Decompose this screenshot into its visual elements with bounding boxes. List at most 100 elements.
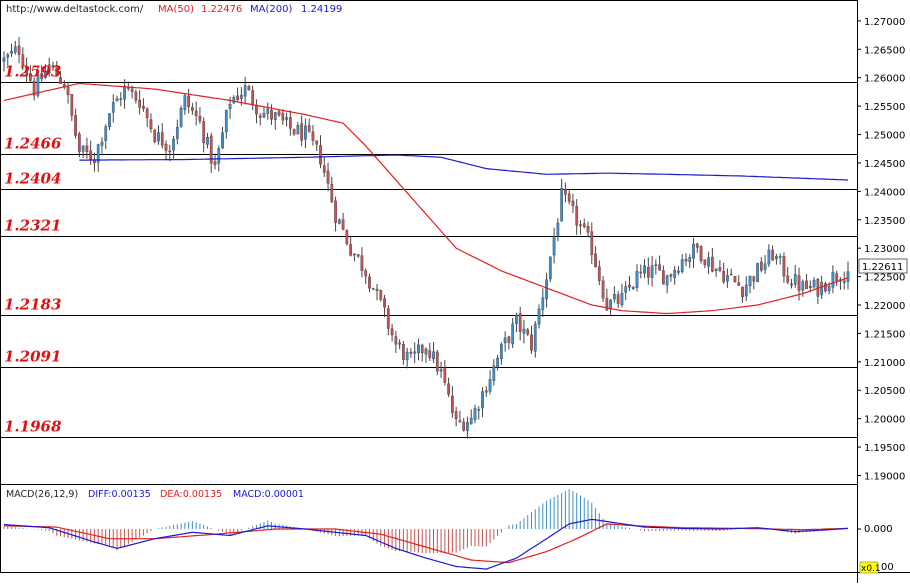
bull-candle <box>96 144 100 163</box>
bear-candle <box>345 230 349 244</box>
bear-candle <box>601 280 605 299</box>
bull-candle <box>673 269 677 278</box>
bear-candle <box>153 129 157 143</box>
bull-candle <box>47 64 51 73</box>
bear-candle <box>718 267 722 271</box>
bear-candle <box>236 95 239 100</box>
price-tick-label: 1.21500 <box>864 329 905 340</box>
price-tick-label: 1.20500 <box>864 386 905 397</box>
bull-candle <box>537 308 541 325</box>
bear-candle <box>270 110 273 120</box>
moving-averages <box>3 82 849 315</box>
bull-candle <box>714 268 718 272</box>
price-tick-label: 1.23500 <box>864 216 905 227</box>
bear-candle <box>658 264 661 271</box>
bull-candle <box>692 243 695 259</box>
macd-indicator <box>3 489 861 570</box>
bear-candle <box>32 81 36 96</box>
level-label: 1.2466 <box>4 135 62 153</box>
bull-candle <box>228 104 232 110</box>
bear-candle <box>567 193 571 202</box>
bear-candle <box>149 119 153 130</box>
bear-candle <box>307 125 311 132</box>
bear-candle <box>669 274 673 277</box>
bear-candle <box>202 121 206 144</box>
bear-candle <box>759 261 763 271</box>
bull-candle <box>375 289 379 291</box>
macd-bottom-label: 00 <box>881 562 894 573</box>
support-resistance-levels <box>0 82 857 438</box>
bull-candle <box>424 348 428 355</box>
bull-candle <box>827 286 831 292</box>
macd-value: MACD:0.00001 <box>233 489 304 500</box>
bull-candle <box>304 125 307 140</box>
bull-candle <box>240 94 243 99</box>
bull-candle <box>221 132 224 149</box>
bear-candle <box>435 351 439 372</box>
bull-candle <box>579 224 582 226</box>
bear-candle <box>277 111 281 116</box>
level-labels: 1.2593 1.2466 1.2404 1.2321 1.2183 1.2091 1.19… <box>4 63 62 436</box>
ma50-value: 1.22476 <box>201 4 242 15</box>
ma200-label: MA(200) <box>250 4 292 15</box>
bear-candle <box>130 88 134 92</box>
bear-candle <box>300 123 304 141</box>
bear-candle <box>145 108 149 119</box>
bull-candle <box>2 57 6 62</box>
bear-candle <box>255 105 258 115</box>
bear-candle <box>247 86 251 91</box>
bear-candle <box>662 270 665 285</box>
bull-candle <box>548 256 552 280</box>
bear-candle <box>575 205 579 226</box>
bear-candle <box>51 65 55 68</box>
bull-candle <box>680 259 684 273</box>
price-tick-label: 1.22500 <box>864 273 905 284</box>
bear-candle <box>571 200 575 206</box>
bull-candle <box>466 422 469 431</box>
bear-candle <box>292 128 296 135</box>
bear-candle <box>824 283 827 292</box>
bear-candle <box>21 54 25 67</box>
current-price-badge: 1.22611 <box>862 262 903 273</box>
bear-candle <box>349 244 353 256</box>
bear-candle <box>628 284 631 288</box>
level-label: 1.2183 <box>4 296 61 314</box>
bull-candle <box>748 275 752 287</box>
bear-candle <box>646 267 650 278</box>
bull-candle <box>522 328 526 334</box>
price-tick-label: 1.27000 <box>864 17 905 28</box>
price-tick-label: 1.19500 <box>864 443 905 454</box>
bull-candle <box>111 102 115 113</box>
bull-candle <box>793 274 797 285</box>
bear-candle <box>564 189 567 195</box>
bear-candle <box>194 110 198 117</box>
bear-candle <box>66 87 70 96</box>
bull-candle <box>81 145 85 152</box>
bull-candle <box>206 137 209 145</box>
bear-candle <box>77 133 81 152</box>
bear-candle <box>420 344 424 354</box>
bear-candle <box>639 271 643 274</box>
bull-candle <box>266 108 270 114</box>
bull-candle <box>183 95 187 111</box>
bear-candle <box>597 266 601 281</box>
bear-candle <box>55 65 59 77</box>
bear-candle <box>797 275 801 291</box>
bear-candle <box>360 255 364 271</box>
bull-candle <box>469 417 473 425</box>
bull-candle <box>846 271 850 282</box>
bear-candle <box>258 115 262 118</box>
bull-candle <box>492 365 496 381</box>
bear-candle <box>288 117 292 129</box>
bear-candle <box>209 135 213 164</box>
bear-candle <box>198 115 202 122</box>
bull-candle <box>707 257 710 267</box>
bear-candle <box>518 313 522 332</box>
bear-candle <box>371 288 375 290</box>
bear-candle <box>119 98 123 100</box>
bull-candle <box>36 74 40 96</box>
scale-badge: x0.1 <box>861 564 881 574</box>
bear-candle <box>733 276 737 282</box>
bear-candle <box>29 73 32 81</box>
bull-candle <box>812 279 816 288</box>
